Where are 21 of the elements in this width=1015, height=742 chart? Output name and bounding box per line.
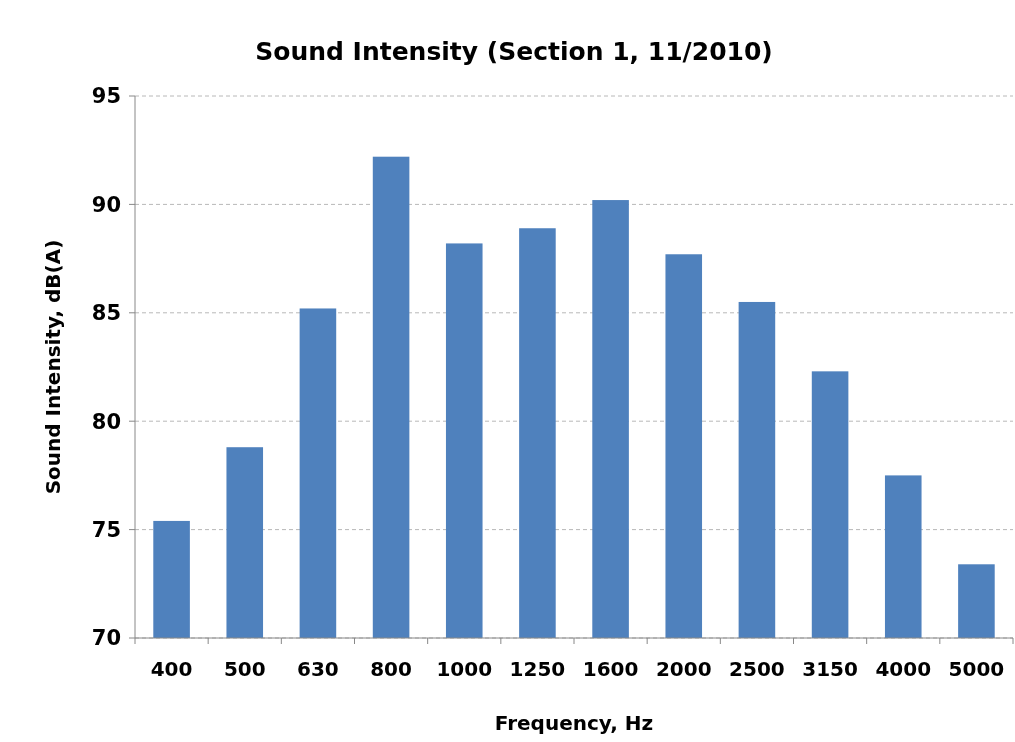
x-axis-title: Frequency, Hz [494, 711, 654, 735]
y-tick-label: 80 [91, 409, 121, 434]
x-tick-label: 400 [150, 657, 193, 681]
y-tick-label: 75 [91, 517, 121, 542]
x-tick-label: 500 [223, 657, 266, 681]
x-tick-label: 630 [297, 657, 339, 681]
x-tick-label: 4000 [875, 657, 932, 681]
chart-title: Sound Intensity (Section 1, 11/2010) [255, 37, 773, 66]
x-tick-label: 1600 [582, 657, 639, 681]
y-tick-label: 95 [91, 84, 121, 109]
y-tick-label: 70 [91, 626, 121, 651]
x-tick-label: 2500 [729, 657, 785, 681]
x-tick-label: 2000 [655, 657, 712, 681]
y-tick-label: 85 [91, 301, 121, 326]
x-tick-label: 3150 [802, 657, 858, 681]
y-tick-label: 90 [91, 192, 121, 217]
x-tick-label: 5000 [948, 657, 1005, 681]
x-tick-label: 1250 [509, 657, 566, 681]
x-tick-label: 1000 [436, 657, 493, 681]
x-tick-label: 800 [370, 657, 412, 681]
y-axis-title: Sound Intensity, dB(A) [41, 239, 65, 495]
